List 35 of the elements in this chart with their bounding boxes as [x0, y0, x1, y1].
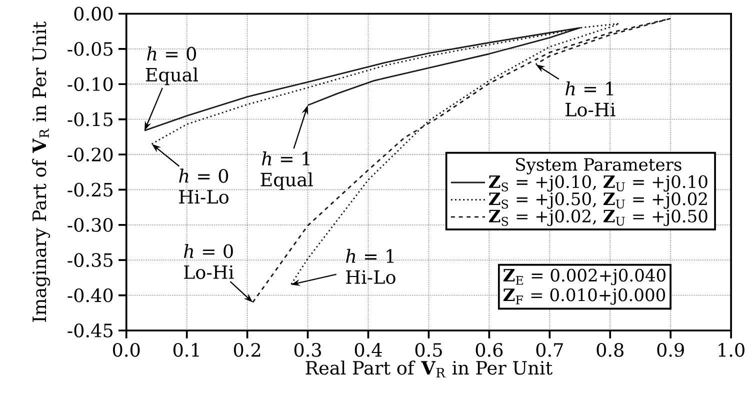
x-tick-label: 0.2 [234, 343, 260, 358]
y-tick-label: -0.15 [68, 112, 112, 126]
x-tick-label: 0.4 [354, 343, 382, 358]
x-tick-label: 1.0 [718, 343, 744, 358]
y-tick-label: -0.25 [68, 182, 112, 197]
annotation: h = 1 Lo-Hi [566, 82, 616, 117]
legend-label: Z$_{S}$ = +j0.10, Z$_{U}$ = +j0.10 [488, 175, 708, 192]
y-tick-label: -0.35 [68, 253, 112, 268]
y-axis-title: Imaginary Part of V$_{R}$ in Per Unit [32, 22, 50, 322]
annotation: h = 0 Equal [146, 46, 198, 86]
y-tick-label: -0.45 [68, 324, 112, 338]
annotation: Z$_{E}$ = 0.002+j0.040 [503, 268, 666, 286]
y-tick-label: -0.05 [68, 42, 112, 56]
y-tick-label: -0.40 [68, 288, 113, 302]
x-tick-label: 0.9 [657, 343, 684, 358]
annotation: h = 1 Hi-Lo [346, 249, 396, 284]
y-tick-label: 0.00 [74, 7, 113, 21]
annotation: h = 1 Equal [260, 152, 313, 190]
x-tick-label: 0.0 [113, 343, 140, 358]
y-tick-label: -0.20 [68, 148, 113, 162]
legend-title: System Parameters [516, 158, 682, 175]
x-tick-label: 0.6 [476, 343, 503, 358]
annotation: h = 0 Hi-Lo [179, 168, 228, 204]
y-tick-label: -0.10 [68, 77, 113, 92]
x-tick-label: 0.3 [294, 343, 321, 358]
x-tick-label: 0.8 [596, 343, 624, 358]
x-tick-label: 0.7 [536, 343, 563, 358]
annotation: Z$_{F}$ = 0.010+j0.000 [503, 288, 666, 306]
x-tick-label: 0.1 [173, 343, 199, 358]
annotation: h = 0 Lo-Hi [184, 244, 234, 280]
x-axis-title: Real Part of V$_{R}$ in Per Unit [306, 360, 553, 378]
y-tick-label: -0.30 [68, 218, 113, 232]
legend-label: Z$_{S}$ = +j0.02, Z$_{U}$ = +j0.50 [488, 210, 708, 226]
x-tick-label: 0.5 [415, 343, 442, 358]
legend-label: Z$_{S}$ = +j0.50, Z$_{U}$ = +j0.02 [488, 192, 707, 210]
